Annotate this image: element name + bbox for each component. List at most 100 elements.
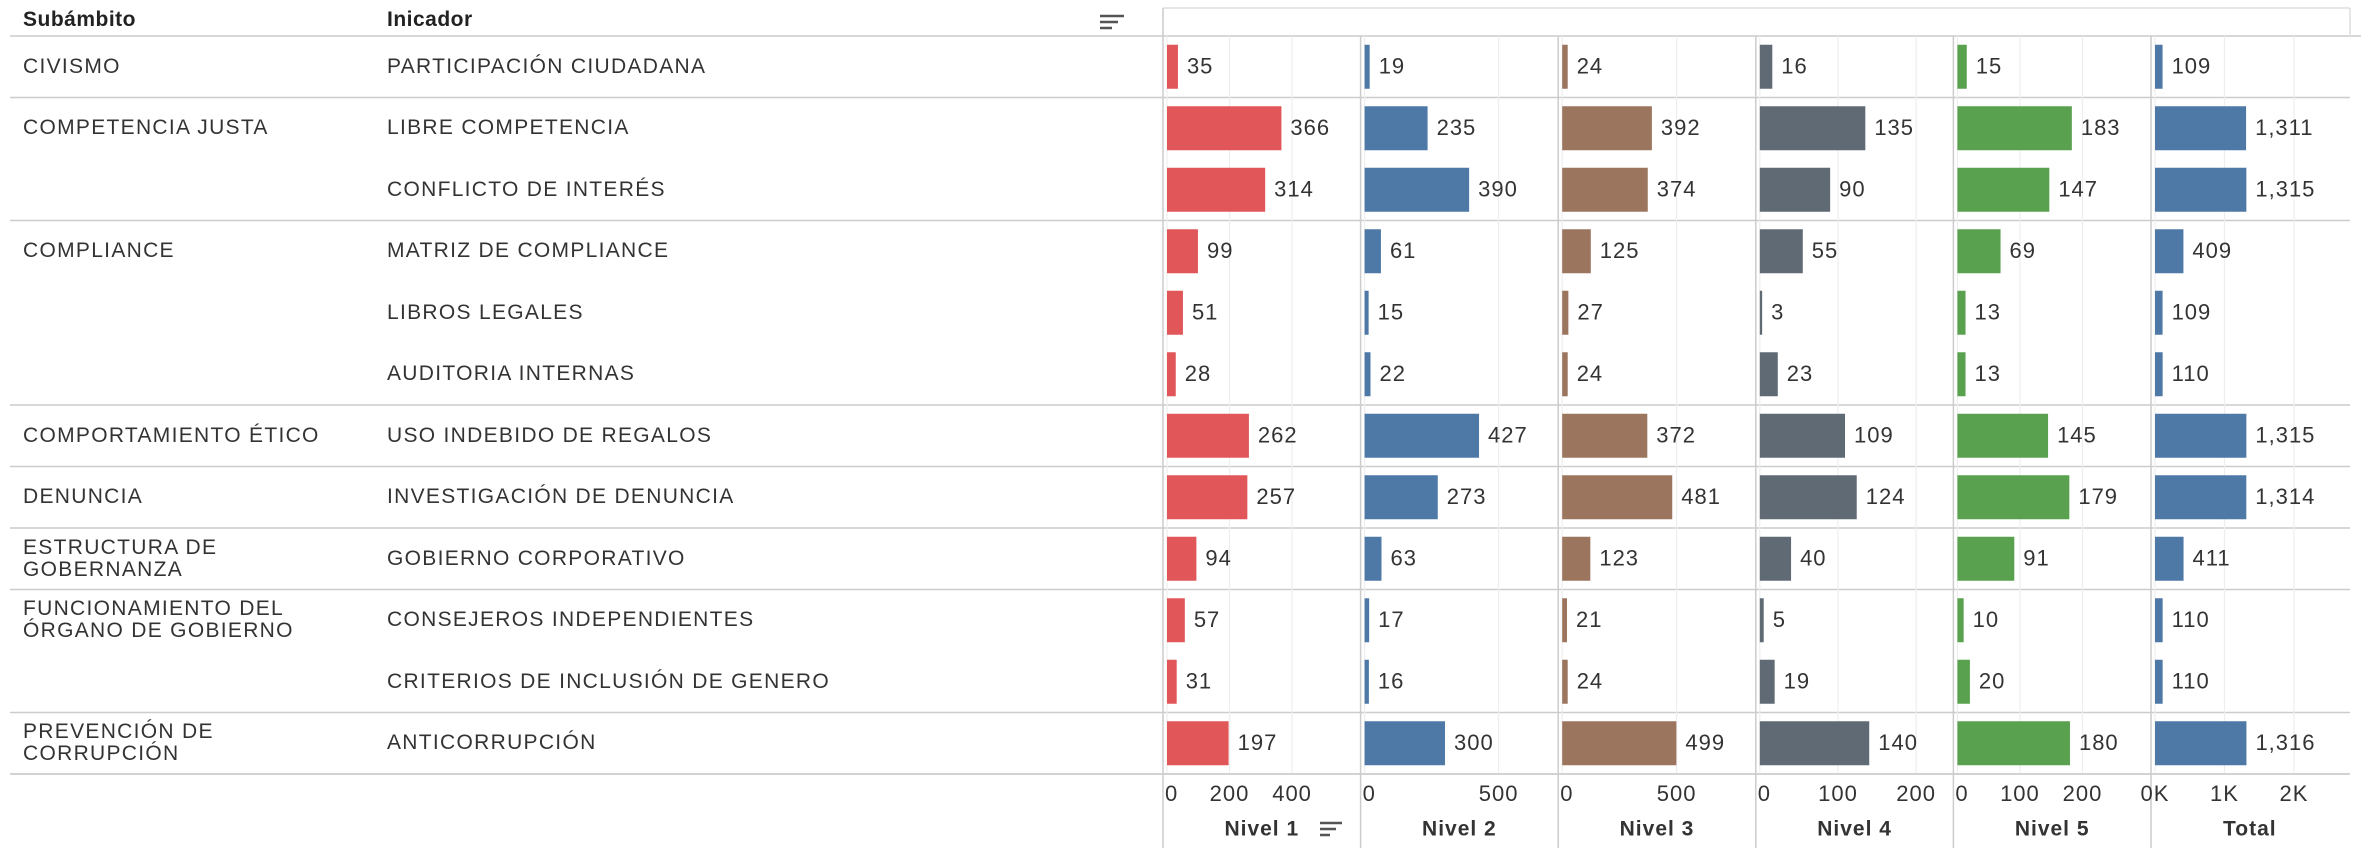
value-label: 99 [1207,238,1233,263]
bar [1759,536,1792,581]
value-label: 23 [1787,361,1813,386]
bar [1957,167,2050,212]
value-label: 24 [1577,669,1603,694]
bar [1364,721,1445,766]
bar [1167,721,1229,766]
x-tick-label: 200 [1210,781,1250,806]
bar [1167,290,1183,335]
panel-title: Total [2223,818,2277,841]
value-label: 24 [1577,54,1603,79]
value-label: 110 [2172,669,2210,694]
value-label: 109 [1854,423,1894,448]
value-label: 94 [1205,546,1231,571]
value-label: 481 [1681,484,1721,509]
value-label: 20 [1979,669,2005,694]
value-label: 1,315 [2255,423,2315,448]
value-label: 55 [1812,238,1838,263]
bar [1759,598,1764,643]
value-label: 21 [1576,607,1602,632]
bar [1759,229,1803,274]
bar [2155,106,2247,151]
value-label: 409 [2192,238,2232,263]
subambito: COMPLIANCE [23,239,175,263]
value-label: 140 [1878,730,1918,755]
x-tick-label: 0K [2141,781,2170,806]
bar [1364,44,1370,89]
bar [1364,167,1470,212]
value-label: 35 [1187,54,1213,79]
bar [1167,106,1282,151]
panel-title: Nivel 1 [1224,818,1299,841]
x-tick-label: 200 [2063,781,2103,806]
sort-icon[interactable] [1100,14,1124,30]
x-tick-label: 100 [2000,781,2040,806]
bar [2155,721,2247,766]
value-label: 366 [1290,115,1330,140]
bar [1759,352,1778,397]
value-label: 17 [1378,607,1404,632]
value-label: 63 [1390,546,1416,571]
value-label: 13 [1975,300,2001,325]
bar [1562,167,1648,212]
column-header: Subámbito [23,8,136,31]
indicador: AUDITORIA INTERNAS [387,362,636,386]
panel-title: Nivel 4 [1817,818,1892,841]
column-header: Inicador [387,8,473,31]
panel-title: Nivel 5 [2015,818,2090,841]
indicador: ANTICORRUPCIÓN [387,731,597,755]
subambito: CIVISMO [23,54,121,78]
bar [2155,44,2163,89]
bar [1364,659,1369,704]
bar [1957,44,1967,89]
value-label: 15 [1976,54,2002,79]
x-tick-label: 0 [1758,781,1771,806]
value-label: 110 [2172,361,2210,386]
x-tick-label: 1K [2210,781,2239,806]
bar [1562,106,1652,151]
bar [1759,290,1763,335]
bar [2155,229,2184,274]
value-label: 314 [1274,177,1314,202]
bar [1759,659,1775,704]
value-label: 135 [1874,115,1914,140]
value-label: 180 [2079,730,2119,755]
value-label: 123 [1599,546,1639,571]
value-label: 499 [1685,730,1725,755]
value-label: 390 [1478,177,1518,202]
value-label: 5 [1773,607,1786,632]
value-label: 109 [2172,54,2212,79]
indicador: INVESTIGACIÓN DE DENUNCIA [387,485,735,509]
bar [1364,475,1438,520]
value-label: 16 [1781,54,1807,79]
bar [1167,413,1249,458]
value-label: 262 [1258,423,1298,448]
x-tick-label: 0 [1560,781,1573,806]
value-label: 22 [1379,361,1405,386]
x-tick-label: 2K [2280,781,2309,806]
bar [1957,413,2049,458]
bar [2155,475,2247,520]
value-label: 124 [1866,484,1906,509]
value-label: 147 [2058,177,2098,202]
bar [1167,598,1185,643]
value-label: 197 [1238,730,1278,755]
indicador: GOBIERNO CORPORATIVO [387,546,686,570]
value-label: 31 [1186,669,1212,694]
value-label: 61 [1390,238,1416,263]
value-label: 91 [2023,546,2049,571]
bar [2155,167,2247,212]
bar [1562,352,1568,397]
bar [1364,229,1381,274]
bar [1167,475,1248,520]
value-label: 183 [2081,115,2121,140]
bar [1562,659,1568,704]
value-label: 411 [2193,546,2231,571]
subambito: DENUNCIA [23,485,144,509]
bar [1957,106,2072,151]
x-tick-label: 200 [1896,781,1936,806]
subambito: COMPORTAMIENTO ÉTICO [23,423,320,447]
sort-icon[interactable] [1320,821,1342,837]
subambito: FUNCIONAMIENTO DEL ÓRGANO DE GOBIERNO [23,597,294,643]
value-label: 125 [1600,238,1640,263]
value-label: 1,316 [2255,730,2315,755]
